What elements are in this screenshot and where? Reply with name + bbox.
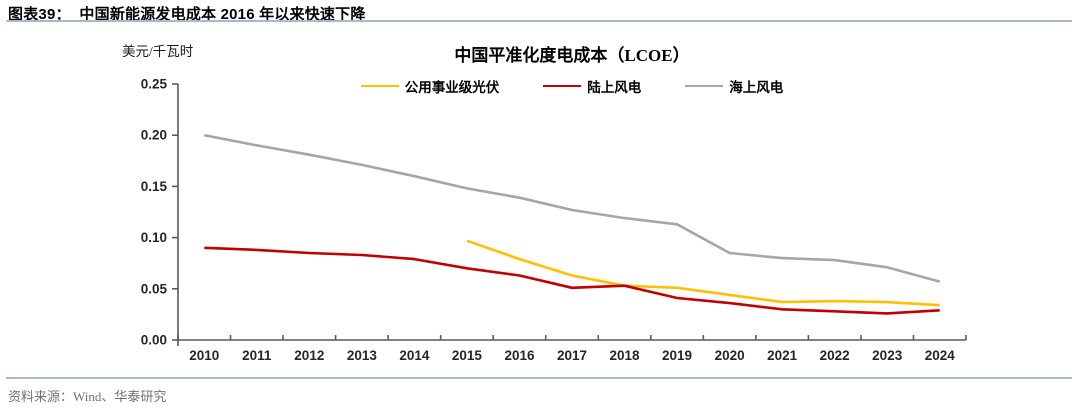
x-tick-label: 2015 — [452, 348, 483, 363]
x-tick-label: 2013 — [347, 348, 378, 363]
y-tick-label: 0.00 — [141, 333, 167, 348]
header-divider — [6, 20, 1072, 22]
legend-item-offshore-wind: 海上风电 — [685, 76, 783, 96]
x-tick-label: 2018 — [610, 348, 641, 363]
legend-line-sample-utility-pv — [360, 85, 399, 87]
x-tick-label: 2022 — [820, 348, 850, 363]
y-tick-label: 0.05 — [141, 281, 168, 296]
legend-line-sample-offshore-wind — [685, 85, 724, 87]
chart-title: 中国平准化度电成本（LCOE） — [454, 46, 690, 65]
y-tick-label: 0.10 — [141, 230, 167, 245]
x-tick-label: 2014 — [399, 348, 430, 363]
x-tick-label: 2019 — [662, 348, 692, 363]
x-tick-label: 2024 — [925, 348, 956, 363]
source-note: 资料来源：Wind、华泰研究 — [8, 389, 167, 404]
x-tick-label: 2010 — [189, 348, 219, 363]
series-line-offshore-wind — [204, 133, 941, 283]
legend-label-offshore-wind: 海上风电 — [729, 80, 784, 95]
x-tick-label: 2012 — [294, 348, 324, 363]
legend-label-onshore-wind: 陆上风电 — [587, 80, 642, 95]
legend-label-utility-pv: 公用事业级光伏 — [404, 80, 500, 95]
x-tick-label: 2011 — [242, 348, 272, 363]
x-tick-label: 2021 — [767, 348, 798, 363]
y-tick-label: 0.20 — [141, 128, 167, 143]
figure-caption: 图表39： 中国新能源发电成本 2016 年以来快速下降 — [8, 6, 366, 23]
x-tick-label: 2017 — [557, 348, 587, 363]
legend-line-sample-onshore-wind — [543, 85, 582, 87]
legend-item-onshore-wind: 陆上风电 — [543, 76, 641, 96]
footer-divider — [6, 377, 1072, 379]
x-tick-label: 2020 — [715, 348, 745, 363]
series-line-onshore-wind — [204, 246, 940, 315]
x-tick-label: 2016 — [504, 348, 535, 363]
y-tick-label: 0.25 — [141, 77, 168, 92]
y-tick-label: 0.15 — [141, 179, 168, 194]
legend-item-utility-pv: 公用事业级光伏 — [360, 76, 500, 96]
y-axis-unit-label: 美元/千瓦时 — [122, 44, 194, 59]
chart-legend: 公用事业级光伏 陆上风电 海上风电 — [178, 76, 966, 96]
x-tick-label: 2023 — [872, 348, 903, 363]
series-line-utility-pv — [466, 239, 940, 307]
